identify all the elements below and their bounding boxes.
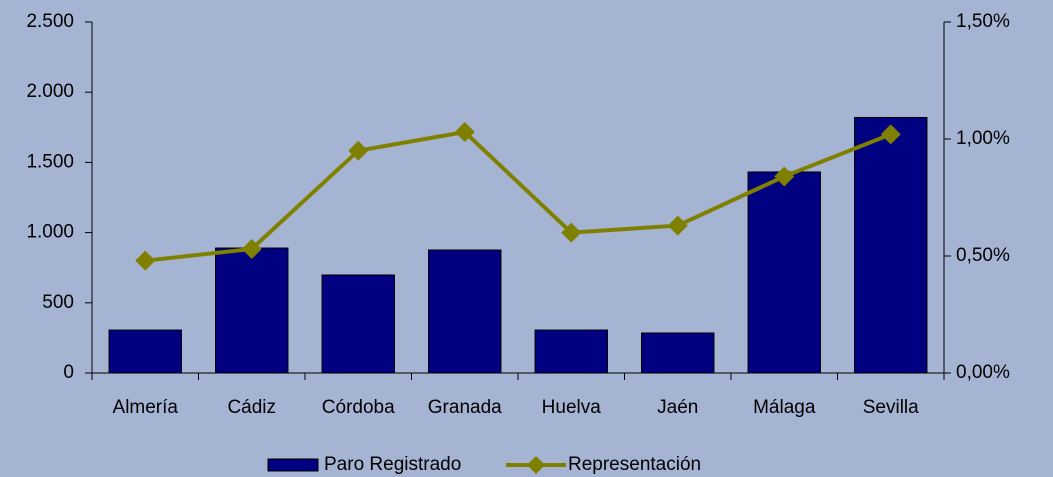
legend-label: Representación — [568, 454, 701, 475]
y-tick-label: 1.500 — [26, 151, 74, 172]
line — [145, 129, 892, 263]
y-tick-label: 2.500 — [26, 11, 74, 32]
marker — [774, 166, 795, 187]
bar — [747, 171, 821, 374]
legend-swatch — [267, 458, 319, 472]
legend-label: Paro Registrado — [324, 454, 461, 475]
legend-marker — [527, 456, 545, 474]
y-tick-label: 500 — [42, 292, 74, 313]
x-tick-label: Huelva — [542, 397, 602, 418]
x-tick-label: Almería — [113, 397, 179, 418]
bar — [428, 249, 502, 374]
x-tick-label: Sevilla — [863, 397, 919, 418]
marker — [135, 250, 156, 271]
bar — [321, 274, 395, 374]
y-tick-label: 2.000 — [26, 81, 74, 102]
y-tick-label: 0 — [63, 362, 74, 383]
marker — [561, 222, 582, 243]
marker — [880, 124, 901, 145]
x-tick-label: Málaga — [753, 397, 816, 418]
y2-tick-label: 1,50% — [956, 11, 1010, 32]
bar — [534, 329, 608, 374]
x-tick-label: Córdoba — [322, 397, 395, 418]
marker — [667, 215, 688, 236]
marker — [241, 238, 262, 259]
y2-tick-label: 0,00% — [956, 362, 1010, 383]
bar — [854, 116, 928, 374]
x-tick-label: Granada — [428, 397, 502, 418]
marker — [454, 121, 475, 142]
y2-tick-label: 1,00% — [956, 128, 1010, 149]
bar — [641, 332, 715, 374]
bar — [108, 329, 182, 374]
x-tick-label: Jaén — [657, 397, 698, 418]
y2-tick-label: 0,50% — [956, 245, 1010, 266]
x-tick-label: Cádiz — [227, 397, 276, 418]
marker — [348, 140, 369, 161]
y-tick-label: 1.000 — [26, 222, 74, 243]
bar — [215, 247, 289, 374]
